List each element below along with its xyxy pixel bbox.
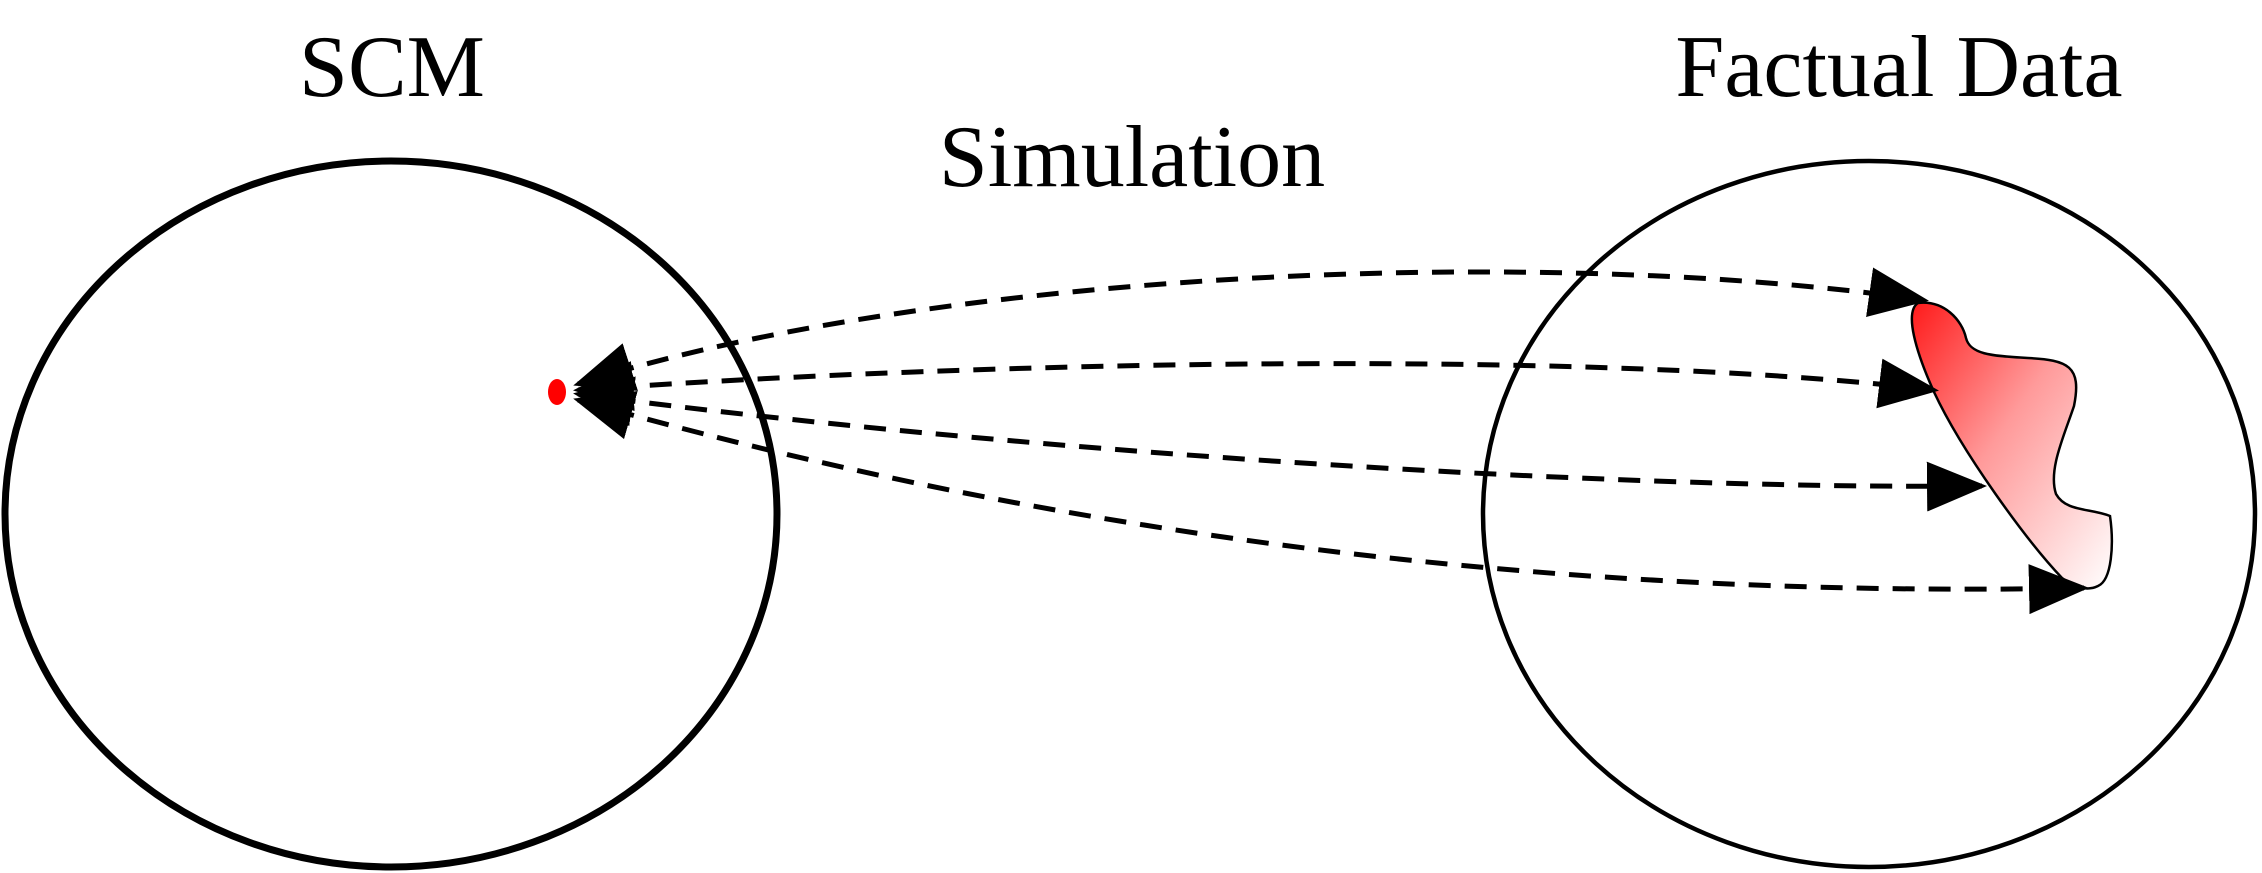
simulation-arrow-1 (573, 267, 1929, 391)
source-point (548, 379, 566, 405)
simulation-label: Simulation (939, 109, 1325, 206)
simulation-arrow-4 (573, 390, 2089, 615)
simulation-arrow-2 (573, 358, 1939, 412)
factual-region (1910, 301, 2114, 590)
factual-data-ellipse (1480, 158, 2258, 870)
simulation-arrow-3 (573, 376, 1987, 512)
scm-label: SCM (299, 19, 485, 116)
factual-data-label: Factual Data (1675, 19, 2122, 116)
scm-ellipse (1, 157, 781, 871)
